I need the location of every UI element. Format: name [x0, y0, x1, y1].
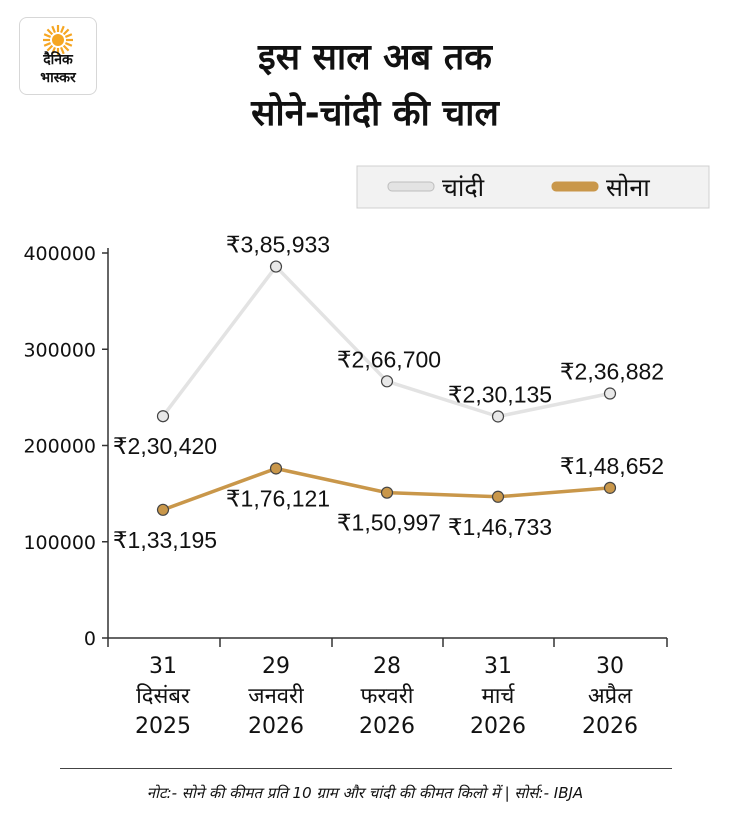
data-point: [491, 490, 505, 503]
title-line-2: सोने-चांदी की चाल: [251, 93, 499, 134]
data-point: [603, 387, 617, 400]
y-tick-label: 200000: [23, 436, 96, 458]
data-label: ₹2,66,700: [337, 346, 441, 372]
x-tick-label: 2026: [470, 714, 526, 739]
x-tick-label: मार्च: [482, 683, 516, 709]
sun-ray: [46, 28, 54, 36]
data-point: [156, 503, 170, 516]
y-tick-label: 0: [84, 628, 96, 650]
data-point: [380, 375, 394, 388]
x-tick-label: 29: [262, 654, 290, 679]
chart-axes: [107, 248, 668, 647]
x-tick-label: दिसंबर: [136, 683, 191, 709]
chart-legend: चांदी सोना: [356, 165, 710, 209]
x-tick-label: जनवरी: [248, 683, 304, 709]
y-tick-label: 300000: [23, 339, 96, 361]
y-tick-label: 400000: [23, 243, 96, 265]
sun-ray: [46, 44, 54, 52]
y-tick-label: 100000: [23, 532, 96, 554]
x-tick-label: 2025: [135, 714, 191, 739]
x-tick-label: फरवरी: [361, 683, 414, 709]
x-tick-label: 28: [373, 654, 401, 679]
sun-ray: [64, 42, 73, 47]
data-point: [156, 410, 170, 423]
data-label: ₹2,36,882: [560, 359, 664, 385]
data-label: ₹1,46,733: [448, 514, 552, 540]
sun-ray: [62, 44, 70, 52]
x-tick-label: 31: [149, 654, 177, 679]
x-axis-labels: 31 दिसंबर 2025 29 जनवरी 2026 28 फरवरी 2026 31 मार्…: [135, 654, 638, 739]
sun-ray: [62, 28, 70, 36]
x-tick-label: 31: [484, 654, 512, 679]
data-point: [269, 462, 283, 475]
data-point: [491, 410, 505, 423]
x-tick-label: 2026: [359, 714, 415, 739]
data-point: [380, 486, 394, 499]
legend-swatch-gold: [551, 181, 599, 192]
legend-label-silver: चांदी: [442, 173, 485, 202]
logo-line-2: भास्कर: [40, 70, 76, 86]
sun-ray: [51, 46, 56, 55]
sun-icon: [43, 25, 73, 55]
x-tick-label: 2026: [248, 714, 304, 739]
line-chart: चांदी सोना 0 100000 200000 300000 400000 31 द…: [23, 165, 710, 739]
logo-line-1: दैनिक: [43, 52, 73, 68]
series-points: [156, 260, 617, 516]
sun-ray: [43, 42, 52, 47]
footer-divider: [60, 768, 672, 769]
data-point: [603, 481, 617, 494]
sun-ray: [51, 25, 56, 34]
data-label: ₹2,30,135: [448, 381, 552, 407]
title-line-1: इस साल अब तक: [258, 37, 492, 78]
data-label: ₹1,76,121: [226, 485, 330, 511]
page-title: इस साल अब तक सोने-चांदी की चाल: [120, 30, 630, 142]
sun-ray: [60, 25, 65, 34]
data-label: ₹3,85,933: [226, 232, 330, 258]
sun-ray: [60, 46, 65, 55]
x-tick-label: 2026: [582, 714, 638, 739]
data-label: ₹1,33,195: [113, 527, 217, 553]
x-tick-label: अप्रैल: [588, 683, 633, 709]
data-point: [269, 260, 283, 273]
data-label: ₹1,50,997: [337, 510, 441, 536]
sun-ray: [43, 33, 52, 38]
y-axis-ticks: 0 100000 200000 300000 400000: [23, 243, 108, 650]
legend-label-gold: सोना: [606, 173, 650, 202]
sun-ray: [64, 33, 73, 38]
source-note: नोट:- सोने की कीमत प्रति 10 ग्राम और चां…: [146, 784, 584, 802]
data-labels: ₹2,30,420 ₹3,85,933 ₹2,66,700 ₹2,30,135 ₹2,3…: [113, 232, 664, 553]
data-label: ₹1,48,652: [560, 453, 664, 479]
x-tick-label: 30: [596, 654, 624, 679]
data-label: ₹2,30,420: [113, 433, 217, 459]
legend-swatch-silver: [387, 181, 435, 192]
brand-logo: दैनिक भास्कर: [19, 17, 97, 95]
